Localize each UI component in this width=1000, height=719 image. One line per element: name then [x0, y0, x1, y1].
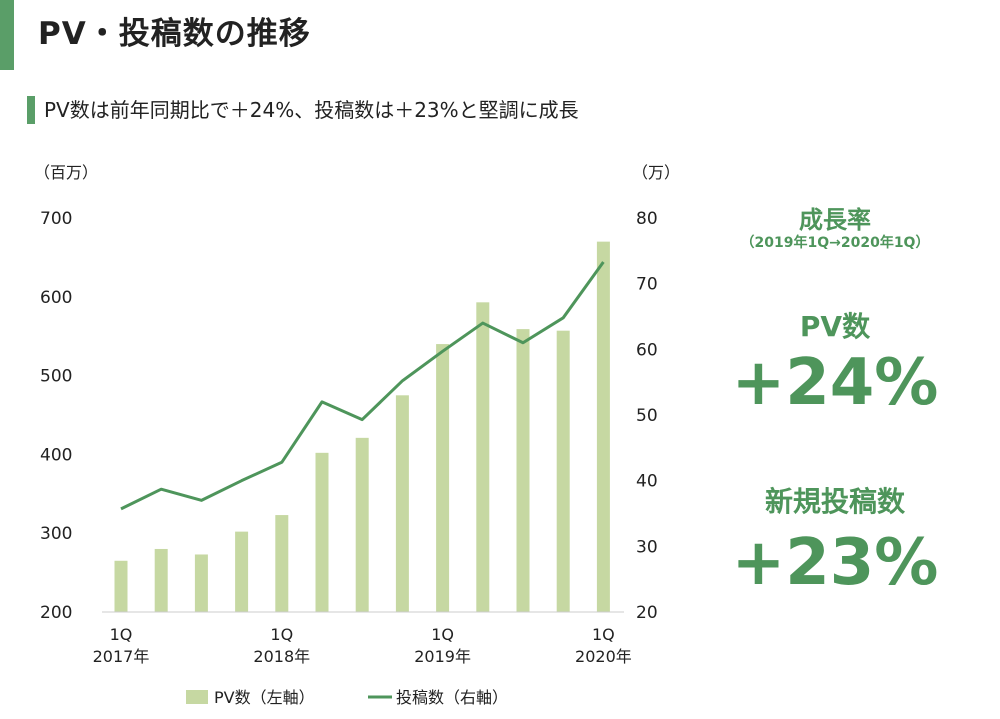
right-tick-label: 80: [636, 209, 658, 229]
left-tick-label: 500: [40, 367, 72, 387]
pv-bar: [355, 437, 369, 612]
right-tick-label: 50: [636, 406, 658, 426]
pv-bar: [154, 548, 168, 612]
posts-line: [120, 261, 605, 511]
pv-bar: [395, 395, 409, 612]
left-axis-ticks: 200 300 400 500 600 700: [40, 209, 72, 623]
x-tick-label: 2020年: [575, 647, 632, 666]
x-tick-label: 1Q: [592, 625, 615, 644]
legend-pv-label: PV数（左軸）: [214, 688, 315, 707]
legend-posts-label: 投稿数（右軸）: [396, 688, 508, 707]
posts-growth-label: 新規投稿数: [764, 485, 905, 518]
x-tick-label: 2018年: [253, 647, 310, 666]
right-tick-label: 70: [636, 275, 658, 295]
pv-bar: [315, 452, 329, 612]
right-tick-label: 60: [636, 340, 658, 360]
subtitle-accent-bar: [27, 96, 35, 124]
pv-bar: [436, 344, 450, 612]
left-tick-label: 300: [40, 524, 72, 544]
subtitle: PV数は前年同期比で＋24%、投稿数は＋23%と堅調に成長: [44, 98, 579, 122]
pv-bar: [194, 554, 208, 612]
title-accent-bar: [0, 0, 14, 70]
combo-chart: （百万） （万） 200 300 400 500 600 700 20 30 40 50 60 70…: [34, 163, 680, 707]
pv-bar: [596, 241, 610, 612]
left-axis-unit-label: （百万）: [34, 163, 98, 182]
left-tick-label: 400: [40, 445, 72, 465]
x-tick-label: 2017年: [93, 647, 150, 666]
left-tick-label: 600: [40, 288, 72, 308]
left-tick-label: 200: [40, 603, 72, 623]
pv-growth-label: PV数: [799, 310, 871, 343]
pv-bar: [516, 329, 530, 612]
x-tick-label: 1Q: [270, 625, 293, 644]
page-title: PV・投稿数の推移: [38, 16, 311, 52]
legend-pv-swatch: [186, 690, 208, 704]
right-tick-label: 40: [636, 472, 658, 492]
pv-bars: [114, 241, 610, 612]
x-tick-label: 1Q: [431, 625, 454, 644]
posts-growth-value: +23%: [731, 526, 939, 600]
x-axis-ticks: 1Q 2017年 1Q 2018年 1Q 2019年 1Q 2020年: [93, 625, 632, 666]
legend: PV数（左軸） 投稿数（右軸）: [186, 688, 508, 707]
left-tick-label: 700: [40, 209, 72, 229]
pv-bar: [476, 302, 490, 612]
right-tick-label: 20: [636, 603, 658, 623]
right-axis-unit-label: （万）: [632, 163, 680, 182]
pv-bar: [235, 531, 249, 612]
pv-bar: [556, 330, 570, 612]
pv-bar: [114, 560, 128, 612]
x-tick-label: 2019年: [414, 647, 471, 666]
growth-period: （2019年1Q→2020年1Q）: [740, 235, 930, 251]
pv-growth-value: +24%: [731, 346, 939, 420]
x-tick-label: 1Q: [110, 625, 133, 644]
growth-title: 成長率: [799, 206, 871, 234]
right-tick-label: 30: [636, 537, 658, 557]
pv-bar: [275, 515, 289, 612]
right-axis-ticks: 20 30 40 50 60 70 80: [636, 209, 658, 623]
